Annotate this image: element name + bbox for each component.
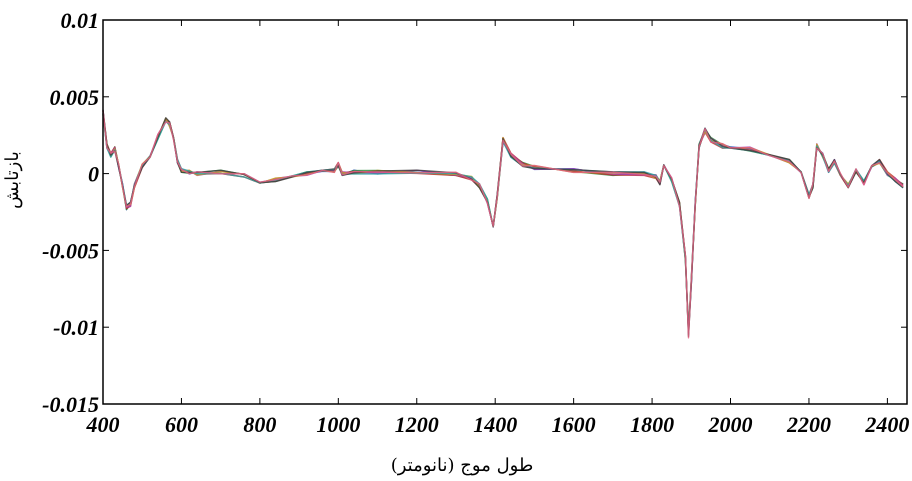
y-tick-label: -0.015 bbox=[42, 392, 99, 417]
x-tick-label: 2000 bbox=[708, 412, 753, 437]
x-tick-label: 400 bbox=[86, 412, 120, 437]
x-tick-label: 1600 bbox=[552, 412, 596, 437]
x-tick-label: 2400 bbox=[864, 412, 909, 437]
y-tick-label: 0 bbox=[88, 162, 99, 187]
ticks-layer bbox=[102, 19, 907, 405]
y-tick-label: 0.01 bbox=[61, 8, 100, 33]
y-tick-label: -0.01 bbox=[53, 315, 99, 340]
series-layer bbox=[102, 109, 904, 339]
y-axis-title: بازتابش bbox=[2, 151, 23, 209]
y-tick-label: 0.005 bbox=[50, 85, 100, 110]
x-tick-label: 1200 bbox=[395, 412, 439, 437]
x-tick-labels: 400 600 800 1000 1200 1400 1600 1800 2000 2200 240… bbox=[86, 412, 910, 437]
y-tick-labels: 0.01 0.005 0 -0.005 -0.01 -0.015 bbox=[42, 8, 99, 417]
x-tick-label: 2200 bbox=[786, 412, 831, 437]
x-tick-label: 600 bbox=[165, 412, 198, 437]
spectrum-line-8 bbox=[102, 111, 904, 339]
x-tick-label: 1000 bbox=[316, 412, 360, 437]
y-tick-label: -0.005 bbox=[42, 238, 99, 263]
x-axis-title: طول موج (نانومتر) bbox=[391, 455, 534, 476]
x-tick-label: 1800 bbox=[630, 412, 674, 437]
x-tick-label: 1400 bbox=[473, 412, 517, 437]
x-tick-label: 800 bbox=[243, 412, 276, 437]
plot-frame bbox=[102, 19, 908, 405]
